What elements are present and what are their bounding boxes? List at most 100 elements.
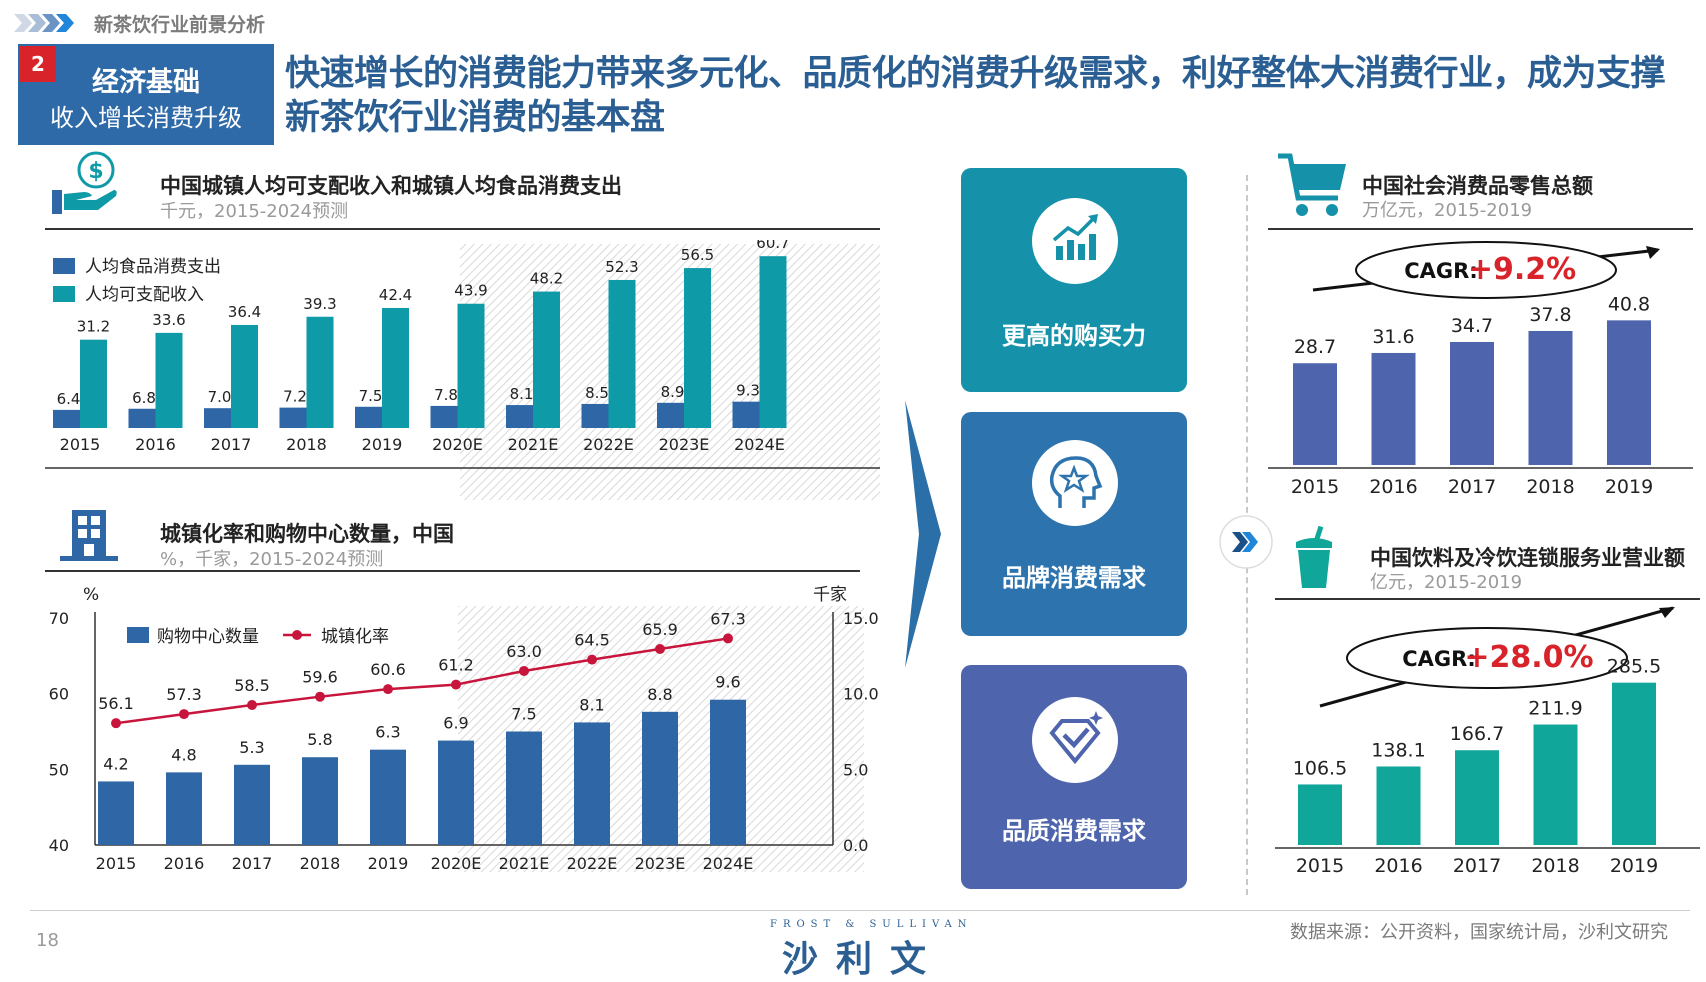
chart2-label-urban: 57.3 [166, 685, 202, 704]
section-number: 2 [20, 46, 56, 82]
chart1-bar-food [53, 409, 80, 428]
footer-divider [30, 910, 1690, 911]
chart3-plot: CAGR: +9.2% 28.7 2015 31.6 2016 34.7 2017 37.8… [1268, 241, 1693, 498]
chart3-rule [1268, 228, 1693, 230]
chart1-tick-label: 2016 [135, 435, 176, 454]
chart1-rule [45, 228, 880, 230]
chart2-bar-malls [370, 749, 406, 845]
chart1-bar-income [231, 324, 258, 428]
chart4-bar [1455, 750, 1499, 845]
chart1-bar-food [581, 403, 609, 428]
chart4-cagr-value: +28.0% [1464, 640, 1593, 675]
arrow-chevron-icon [905, 400, 941, 668]
money-hand-icon: $ [52, 151, 117, 214]
chart3-cagr-ellipse [1355, 241, 1617, 299]
chart4-value-label: 211.9 [1528, 698, 1582, 720]
chart2-point-urban [247, 700, 257, 711]
chart3-value-label: 37.8 [1529, 304, 1571, 326]
chart4-bar [1376, 766, 1421, 845]
chart2-label-urban: 63.0 [506, 642, 542, 661]
chart2-right-tick: 15.0 [843, 609, 879, 628]
chart2-label-urban: 56.1 [98, 694, 134, 713]
chart1-label-income: 33.6 [152, 311, 185, 329]
chart1-forecast-shade [460, 244, 880, 500]
logo-chinese: 沙利文 [782, 939, 945, 980]
chart1-label-food: 6.8 [132, 389, 156, 407]
breadcrumb: 新茶饮行业前景分析 [94, 14, 266, 36]
chart2-label-malls: 4.8 [171, 745, 196, 764]
chart2-label-urban: 59.6 [302, 668, 338, 687]
chart1-bar-food [506, 405, 533, 428]
chart1-tick-label: 2017 [211, 435, 252, 454]
chart2-rule [45, 570, 860, 572]
card2-label: 品牌消费需求 [1002, 564, 1146, 592]
chart1-label-income: 31.2 [77, 318, 110, 336]
chart1-subtitle: 千元，2015-2024预测 [160, 201, 349, 222]
chart1-bar-income [533, 291, 560, 428]
card-purchasing-power: 更高的购买力 [961, 168, 1187, 392]
chart3-tick-label: 2017 [1448, 476, 1496, 498]
chart1-label-food: 7.2 [283, 388, 307, 406]
chart3-bar [1528, 330, 1573, 465]
chart4-plot: CAGR: +28.0% 106.5 2015 138.1 2016 166.7 2017… [1275, 606, 1700, 877]
chart2-label-malls: 6.3 [375, 723, 400, 742]
chart3-bar [1450, 341, 1494, 465]
svg-text:$: $ [88, 159, 103, 184]
chart2-title: 城镇化率和购物中心数量，中国 [160, 522, 454, 546]
chart1-bar-income [608, 279, 636, 428]
drink-cup-icon [1296, 526, 1332, 588]
chart1-label-food: 8.5 [585, 384, 609, 402]
chart2-point-urban [519, 665, 529, 676]
section-title: 经济基础 [92, 67, 200, 98]
chart2-tick-label: 2021E [499, 854, 550, 873]
legend-label-urban: 城镇化率 [321, 627, 389, 647]
card1-icon-circle [1032, 198, 1118, 284]
chart3-bar [1371, 352, 1416, 465]
chart1-label-income: 60.7 [756, 240, 789, 252]
chart1-bar-food [657, 402, 684, 428]
chart4-tick-label: 2018 [1531, 855, 1579, 877]
chart2-label-malls: 9.6 [715, 673, 740, 692]
chart1-bar-food [732, 401, 760, 428]
legend-swatch-food [53, 258, 75, 274]
shopping-cart-icon [1278, 153, 1346, 216]
chart2-label-malls: 7.5 [511, 705, 536, 724]
chart2-point-urban [723, 633, 733, 644]
legend-swatch-income [53, 286, 75, 302]
chart1-bar-food [279, 407, 307, 428]
legend-swatch-malls [127, 627, 149, 643]
chart4-tick-label: 2016 [1374, 855, 1422, 877]
chart2-point-urban [315, 691, 325, 702]
chart3-tick-label: 2015 [1291, 476, 1339, 498]
chart2-label-urban: 60.6 [370, 660, 406, 679]
chart4-cagr-ellipse [1346, 627, 1628, 689]
chart1-tick-label: 2023E [659, 435, 710, 454]
card3-icon-circle [1032, 697, 1118, 783]
chart2-tick-label: 2022E [567, 854, 618, 873]
chart3-title: 中国社会消费品零售总额 [1362, 174, 1593, 198]
chart1-tick-label: 2019 [362, 435, 403, 454]
chart4-bar [1612, 682, 1656, 845]
chart1-label-income: 52.3 [605, 258, 638, 276]
card1-label: 更高的购买力 [1002, 322, 1146, 350]
card2-icon-circle [1032, 440, 1118, 526]
chart2-label-malls: 8.8 [647, 685, 672, 704]
chart2-right-tick: 0.0 [843, 836, 868, 855]
chart2-line-urban [115, 637, 729, 725]
chart2-bar-malls [98, 781, 134, 845]
chart1-bar-income [684, 268, 711, 428]
chart1-tick-label: 2022E [583, 435, 634, 454]
chart2-point-urban [587, 654, 597, 665]
chart1-label-food: 7.0 [208, 388, 232, 406]
chart1-bar-income [382, 307, 409, 428]
chart4-trend-arrowhead [1659, 607, 1675, 618]
chart2-right-axis-label: 千家 [813, 585, 847, 605]
chart4-title: 中国饮料及冷饮连锁服务业营业额 [1370, 546, 1685, 570]
card-brand-demand: 品牌消费需求 [961, 412, 1187, 636]
chart1-bar-income [155, 332, 183, 428]
chart3-tick-label: 2019 [1605, 476, 1653, 498]
chart1-label-food: 7.5 [359, 387, 383, 405]
section-subtitle: 收入增长消费升级 [50, 104, 242, 132]
logo-wordmark: FROST & SULLIVAN [770, 919, 973, 930]
chart2-tick-label: 2023E [635, 854, 686, 873]
